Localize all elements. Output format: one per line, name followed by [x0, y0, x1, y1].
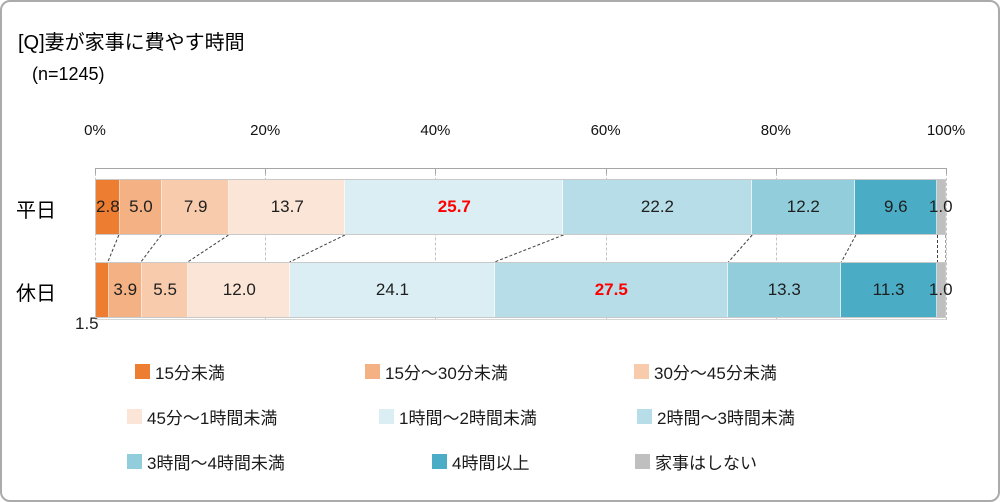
bar-segment — [96, 180, 120, 234]
bar-segment — [345, 180, 564, 234]
bar-row-平日: 2.8 5.0 7.9 13.7 25.7 22.2 12.2 9.6 1.0 — [95, 179, 953, 235]
tick-mark — [605, 168, 607, 174]
segment-value-label: 22.2 — [640, 197, 675, 216]
segment-value-label: 5.0 — [129, 197, 153, 216]
bar-segment — [229, 180, 346, 234]
legend-label: 30分～45分未満 — [654, 363, 777, 383]
bar-segment — [108, 263, 142, 317]
legend-item: 家事はしない — [635, 448, 757, 474]
segment-value-label: 1.0 — [928, 197, 953, 216]
legend-swatch — [635, 453, 650, 469]
segment-value-label: 11.3 — [872, 280, 905, 299]
plot-bottom-border — [95, 319, 946, 320]
outside-value-label: 1.5 — [75, 314, 99, 333]
segment-value-label: 13.3 — [767, 280, 801, 299]
legend-swatch — [379, 408, 394, 424]
bar-segment — [162, 180, 230, 234]
bar-row-休日: 3.9 5.5 12.0 24.1 27.5 13.3 11.3 1.0 — [95, 262, 953, 318]
x-axis-line — [95, 168, 946, 169]
legend-item: 2時間～3時間未満 — [637, 403, 795, 429]
bar-segment — [936, 263, 945, 317]
segment-value-label: 2.8 — [96, 197, 120, 216]
segment-value-label: 12.0 — [222, 280, 256, 299]
legend-swatch — [127, 453, 142, 469]
legend-swatch — [432, 453, 447, 469]
bar-segment — [840, 263, 937, 317]
segment-value-label: 1.0 — [928, 280, 953, 299]
segment-value-label: 12.2 — [786, 197, 820, 216]
gridline — [775, 168, 777, 320]
x-axis-tick: 60% — [590, 122, 621, 139]
category-label-休日: 休日 — [16, 283, 56, 305]
gridline — [435, 168, 437, 320]
bar-segment — [936, 180, 945, 234]
tick-mark — [435, 168, 437, 174]
bar-segment — [751, 180, 856, 234]
bar-segment — [727, 263, 841, 317]
bar-segment — [141, 263, 189, 317]
series-connector-lines — [107, 234, 946, 263]
bar-segment — [563, 180, 752, 234]
bar-segment — [188, 263, 291, 317]
legend-swatch — [135, 363, 150, 379]
x-axis-tick: 0% — [84, 122, 106, 139]
legend-item: 45分～1時間未満 — [127, 403, 277, 429]
legend-label: 1時間～2時間未満 — [399, 408, 537, 428]
tick-mark — [265, 168, 267, 174]
legend-label: 45分～1時間未満 — [147, 408, 278, 428]
tick-mark — [946, 168, 947, 174]
legend-swatch — [637, 408, 652, 424]
legend-item: 3時間～4時間未満 — [127, 448, 285, 474]
gridline — [946, 168, 947, 320]
segment-value-label: 3.9 — [113, 280, 138, 299]
legend-label: 家事はしない — [655, 453, 757, 473]
plot-area: 2.8 5.0 7.9 13.7 25.7 22.2 12.2 9.6 1.0 3.9 5.5 12.… — [95, 168, 953, 320]
bar-segment — [119, 180, 163, 234]
legend-label: 3時間～4時間未満 — [147, 453, 285, 473]
tick-mark — [95, 168, 96, 174]
legend-item: 4時間以上 — [432, 448, 529, 474]
bar-segment — [855, 180, 937, 234]
legend-swatch — [365, 363, 380, 379]
segment-value-label: 24.1 — [375, 280, 409, 299]
x-axis-tick: 80% — [760, 122, 791, 139]
legend-item: 1時間～2時間未満 — [379, 403, 537, 429]
legend-label: 4時間以上 — [452, 453, 530, 473]
legend-label: 15分～30分未満 — [385, 363, 508, 383]
legend-item: 15分未満 — [135, 358, 225, 384]
segment-value-label: 9.6 — [883, 197, 908, 216]
legend-swatch — [127, 408, 142, 424]
sample-size-label: (n=1245) — [32, 64, 105, 84]
tick-mark — [775, 168, 777, 174]
segment-value-label: 7.9 — [183, 197, 208, 216]
legend-item: 15分～30分未満 — [365, 358, 508, 384]
segment-value-label: 13.7 — [270, 197, 304, 216]
segment-value-label: 27.5 — [594, 280, 628, 299]
gridline — [605, 168, 607, 320]
segment-value-label: 25.7 — [437, 197, 471, 216]
segment-value-label: 5.5 — [153, 280, 177, 299]
legend-label: 2時間～3時間未満 — [657, 408, 795, 428]
x-axis-tick: 20% — [250, 122, 281, 139]
legend-item: 30分～45分未満 — [634, 358, 777, 384]
category-label-平日: 平日 — [16, 200, 56, 222]
gridline — [95, 168, 96, 320]
x-axis-tick: 40% — [420, 122, 451, 139]
bar-segment — [290, 263, 495, 317]
legend-swatch — [634, 363, 649, 379]
bar-segment — [96, 263, 109, 317]
legend-label: 15分未満 — [155, 363, 225, 383]
gridline — [265, 168, 267, 320]
x-axis-tick: 100% — [926, 122, 966, 139]
chart-title: [Q]妻が家事に費やす時間 — [18, 32, 245, 54]
bar-segment — [494, 263, 728, 317]
